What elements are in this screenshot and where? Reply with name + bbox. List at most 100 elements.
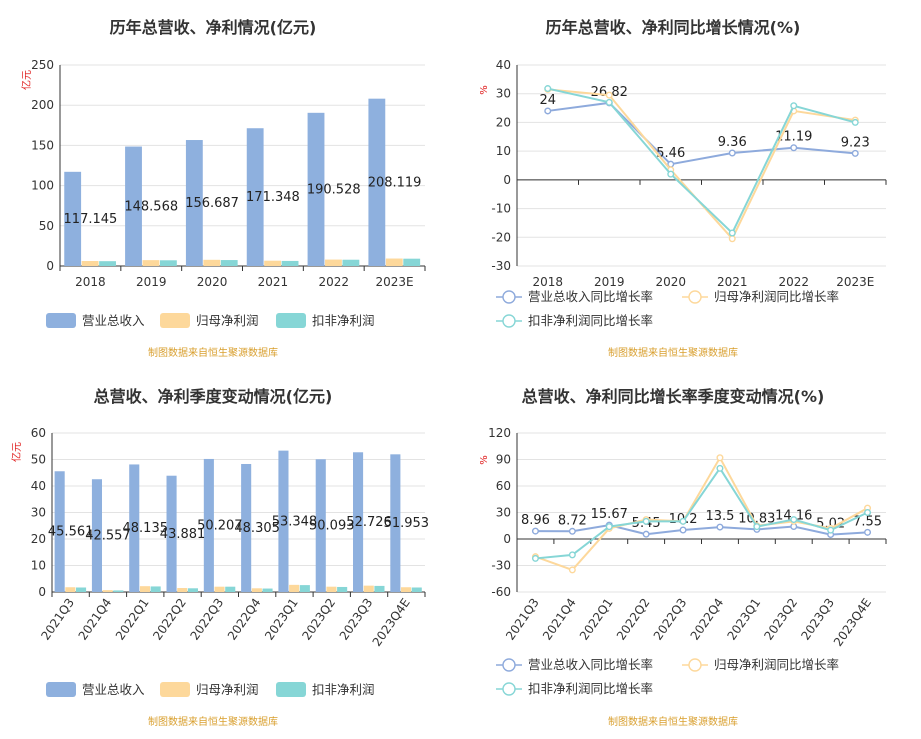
bar bbox=[203, 259, 221, 266]
data-label: 24 bbox=[539, 93, 556, 108]
y-tick-label: 30 bbox=[496, 87, 511, 101]
data-point bbox=[544, 85, 552, 93]
data-point bbox=[605, 523, 613, 531]
data-point bbox=[728, 149, 736, 157]
bar bbox=[159, 260, 177, 266]
y-tick-label: 50 bbox=[31, 453, 46, 467]
legend-marker bbox=[688, 290, 702, 304]
x-tick-label: 2022 bbox=[778, 275, 809, 289]
legend-label: 扣非净利润 bbox=[312, 313, 375, 328]
y-tick-label: 50 bbox=[39, 219, 54, 233]
y-tick-label: 200 bbox=[31, 98, 54, 112]
data-point bbox=[568, 527, 576, 535]
data-point bbox=[642, 530, 650, 538]
data-label: 51.953 bbox=[384, 516, 430, 531]
data-label: 208.119 bbox=[368, 175, 422, 190]
y-tick-label: 150 bbox=[31, 138, 54, 152]
bar bbox=[262, 588, 273, 592]
chart-title: 总营收、净利季度变动情况(亿元) bbox=[94, 387, 333, 406]
x-tick-label: 2021 bbox=[258, 275, 289, 289]
data-label: 52.726 bbox=[346, 515, 392, 530]
data-point bbox=[531, 554, 539, 562]
y-tick-label: 120 bbox=[488, 426, 511, 440]
y-tick-label: -20 bbox=[491, 230, 511, 244]
data-point bbox=[667, 170, 675, 178]
legend-label: 归母净利润 bbox=[196, 682, 259, 697]
source-note: 制图数据来自恒生聚源数据库 bbox=[608, 715, 738, 728]
legend-marker bbox=[502, 314, 516, 328]
annual-revenue-profit-chart: 历年总营收、净利情况(亿元) 亿元 0 50 100 150 200 250 2018 2019 2… bbox=[20, 18, 426, 359]
series-line bbox=[547, 87, 856, 235]
series-line bbox=[547, 101, 856, 166]
series-line bbox=[535, 524, 868, 536]
data-label: 14.16 bbox=[775, 508, 812, 523]
bar bbox=[81, 261, 99, 266]
data-point bbox=[790, 144, 798, 152]
y-tick-label: 60 bbox=[31, 426, 46, 440]
bar bbox=[363, 585, 374, 592]
legend-label: 扣非净利润 bbox=[312, 682, 375, 697]
y-tick-label: -10 bbox=[491, 202, 511, 216]
bar bbox=[342, 259, 360, 266]
bar bbox=[220, 260, 238, 266]
bar bbox=[75, 587, 87, 592]
data-point bbox=[790, 516, 798, 524]
y-tick-label: -30 bbox=[491, 559, 511, 573]
data-label: 10.83 bbox=[738, 511, 775, 526]
quarterly-growth-rate-chart: 总营收、净利同比增长率季度变动情况(%)% -60 -30 0 30 60 90 120 202… bbox=[479, 387, 887, 728]
legend-label: 营业总收入同比增长率 bbox=[528, 657, 653, 672]
bar bbox=[403, 258, 421, 266]
y-axis-unit-label: % bbox=[479, 455, 490, 465]
x-tick-label: 2023Q4E bbox=[370, 596, 413, 649]
data-point bbox=[716, 454, 724, 462]
x-tick-label: 2022 bbox=[318, 275, 349, 289]
bar bbox=[390, 454, 401, 592]
data-point bbox=[679, 517, 687, 525]
y-tick-label: 60 bbox=[496, 479, 511, 493]
x-tick-label: 2023Q2 bbox=[761, 596, 800, 643]
bar bbox=[102, 590, 113, 592]
data-label: 53.348 bbox=[272, 514, 318, 529]
legend-label: 营业总收入同比增长率 bbox=[528, 289, 653, 304]
bar bbox=[315, 459, 326, 592]
x-tick-label: 2022Q1 bbox=[113, 596, 152, 643]
data-label: 5.46 bbox=[656, 146, 685, 161]
x-tick-label: 2023Q1 bbox=[262, 596, 301, 643]
quarterly-revenue-profit-chart: 总营收、净利季度变动情况(亿元)亿元01020304050602021Q3202… bbox=[10, 387, 429, 728]
y-tick-label: 250 bbox=[31, 58, 54, 72]
legend-label: 营业总收入 bbox=[82, 682, 145, 697]
x-tick-label: 2020 bbox=[197, 275, 228, 289]
source-note: 制图数据来自恒生聚源数据库 bbox=[148, 715, 278, 728]
data-label: 171.348 bbox=[246, 190, 300, 205]
data-label: 9.23 bbox=[841, 135, 870, 150]
data-label: 15.67 bbox=[591, 507, 628, 522]
chart-title: 历年总营收、净利同比增长情况(%) bbox=[546, 18, 801, 37]
chart-title: 总营收、净利同比增长率季度变动情况(%) bbox=[522, 387, 825, 406]
annual-growth-rate-chart: 历年总营收、净利同比增长情况(%)% -30 -20 -10 0 10 20 30 40 2018… bbox=[479, 18, 887, 359]
y-axis-unit-label: 亿元 bbox=[20, 70, 33, 90]
legend-swatch bbox=[46, 682, 76, 697]
y-axis-unit-label: 亿元 bbox=[10, 442, 23, 462]
y-tick-label: 30 bbox=[31, 506, 46, 520]
y-tick-label: 0 bbox=[503, 173, 511, 187]
x-tick-label: 2021 bbox=[717, 275, 748, 289]
y-tick-label: 0 bbox=[46, 259, 54, 273]
y-tick-label: 40 bbox=[496, 58, 511, 72]
chart-title: 历年总营收、净利情况(亿元) bbox=[110, 18, 317, 37]
bar bbox=[337, 586, 348, 592]
bar bbox=[125, 146, 142, 266]
data-point bbox=[716, 464, 724, 472]
data-point bbox=[728, 235, 736, 243]
series-line bbox=[535, 466, 868, 560]
y-tick-label: -30 bbox=[491, 259, 511, 273]
data-point bbox=[728, 229, 736, 237]
bar bbox=[99, 261, 116, 266]
data-point bbox=[568, 551, 576, 559]
y-tick-label: -60 bbox=[491, 585, 511, 599]
data-point bbox=[679, 526, 687, 534]
x-tick-label: 2022Q1 bbox=[577, 596, 616, 643]
y-tick-label: 20 bbox=[496, 115, 511, 129]
x-tick-label: 2019 bbox=[594, 275, 625, 289]
x-tick-label: 2023Q2 bbox=[299, 596, 338, 643]
legend-marker bbox=[502, 682, 516, 696]
